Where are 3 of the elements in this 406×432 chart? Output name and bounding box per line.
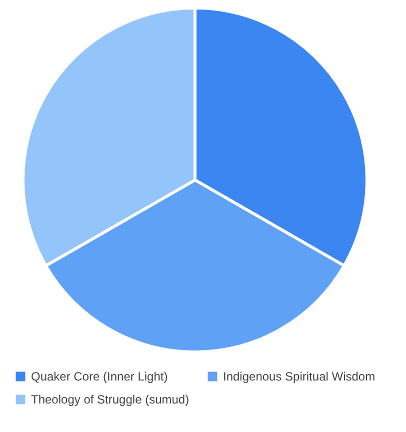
legend-label: Indigenous Spiritual Wisdom [223, 370, 376, 384]
legend-label: Theology of Struggle (sumud) [31, 392, 190, 406]
legend-label: Quaker Core (Inner Light) [31, 370, 168, 384]
